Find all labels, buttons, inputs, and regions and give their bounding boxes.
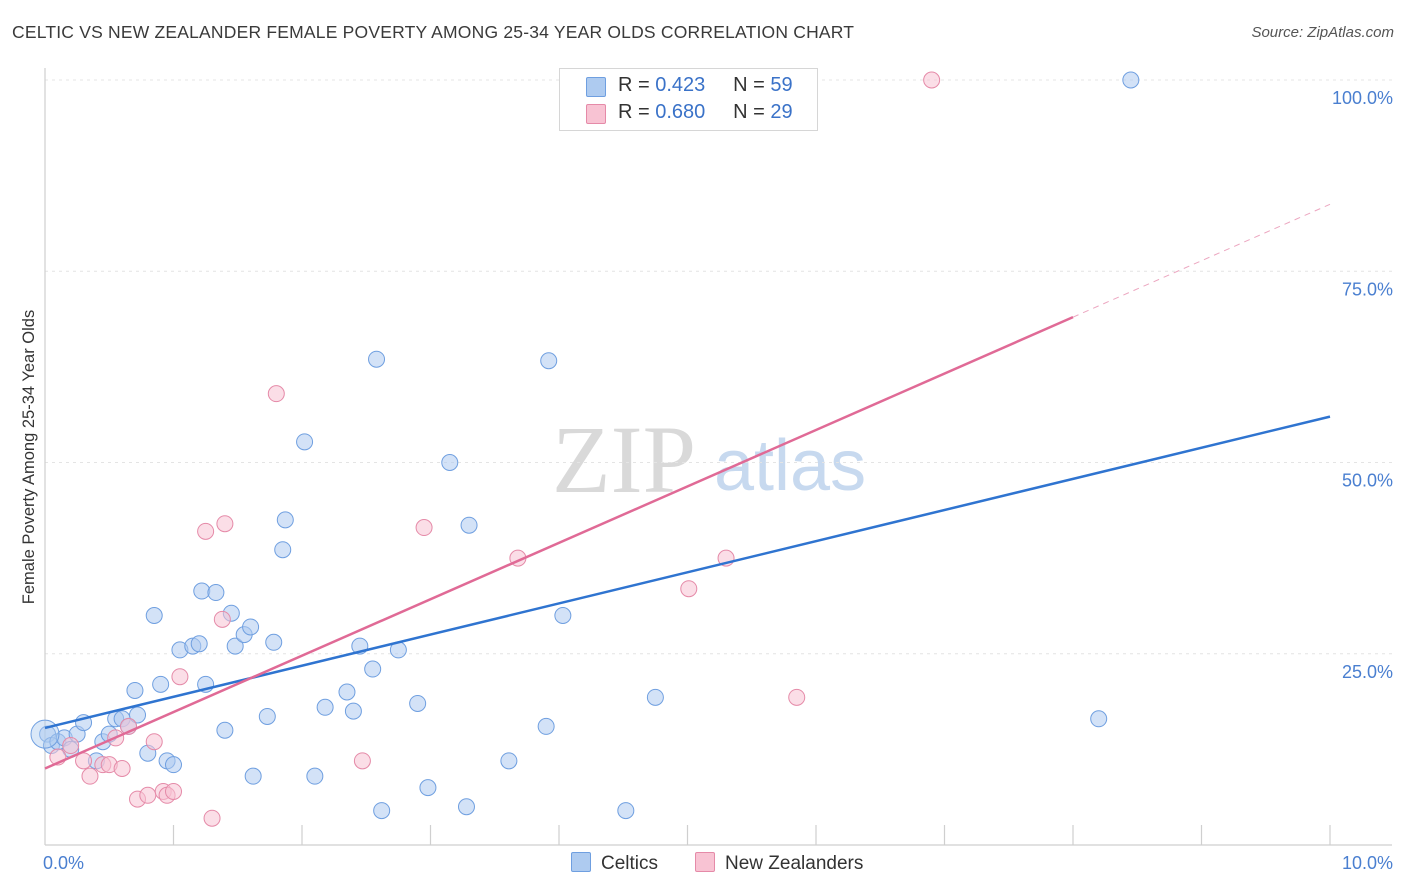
series-legend-celtics: Celtics [571, 852, 658, 875]
point-celtics [460, 516, 478, 534]
point-celtics [409, 694, 427, 712]
point-cluster-celtics [30, 719, 60, 749]
point-new-zealanders [788, 688, 806, 706]
point-new-zealanders [216, 515, 234, 533]
point-celtics [145, 607, 163, 624]
y-tick-label: 100.0% [1332, 88, 1393, 108]
point-celtics [338, 683, 356, 701]
point-celtics [129, 706, 147, 724]
legend-swatch-celtics [586, 77, 606, 97]
point-celtics [296, 433, 314, 451]
series-label-new-zealanders: New Zealanders [725, 853, 864, 874]
point-new-zealanders [171, 668, 189, 686]
series-swatch-new-zealanders [695, 852, 715, 872]
point-celtics [419, 779, 437, 797]
point-new-zealanders [203, 809, 221, 827]
point-new-zealanders [165, 782, 182, 800]
point-celtics [165, 756, 182, 774]
axes [44, 68, 1392, 846]
point-celtics [344, 702, 362, 720]
point-celtics [457, 798, 475, 816]
trendline-extension-new-zealanders [1072, 203, 1331, 318]
legend-swatch-new-zealanders [586, 104, 606, 124]
x-tick-label: 10.0% [1342, 853, 1393, 873]
point-celtics [244, 767, 262, 785]
y-tick-labels: 25.0% 50.0% 75.0% 100.0% [1332, 88, 1393, 682]
source-label: Source: ZipAtlas.com [1251, 24, 1394, 41]
watermark-atlas: atlas [714, 426, 866, 506]
series-legend-new-zealanders: New Zealanders [695, 852, 863, 875]
point-celtics [242, 618, 260, 636]
point-celtics [316, 698, 334, 716]
trendline-celtics [44, 415, 1331, 730]
legend-n-label: N = [733, 101, 765, 123]
point-celtics [226, 637, 244, 655]
point-celtics [306, 767, 324, 785]
point-celtics [537, 717, 555, 735]
y-tick-label: 25.0% [1342, 662, 1393, 682]
point-new-zealanders [81, 767, 99, 785]
point-new-zealanders [197, 522, 215, 540]
legend-r-value: 0.423 [655, 74, 706, 96]
point-celtics [500, 752, 518, 770]
watermark-zip: ZIP [552, 406, 696, 513]
point-celtics [126, 681, 144, 699]
point-celtics [1090, 710, 1108, 728]
point-celtics [193, 582, 211, 600]
point-new-zealanders [213, 610, 231, 628]
x-tick-label: 0.0% [43, 853, 84, 873]
point-celtics [373, 802, 391, 820]
legend-r-label: R = [618, 74, 650, 96]
point-new-zealanders [267, 385, 285, 403]
point-new-zealanders [680, 580, 698, 598]
point-new-zealanders [353, 752, 371, 770]
series-swatch-celtics [571, 852, 591, 872]
legend-text-new-zealanders: R = 0.680 N = 29 [618, 101, 793, 124]
point-celtics [540, 352, 558, 370]
data-points [30, 71, 1140, 827]
watermark: ZIP atlas [552, 406, 866, 513]
point-celtics [216, 721, 234, 739]
x-tick-labels: 0.0% 10.0% [43, 853, 1393, 873]
point-new-zealanders [923, 71, 941, 89]
point-new-zealanders [145, 733, 163, 751]
chart-title: CELTIC VS NEW ZEALANDER FEMALE POVERTY A… [12, 22, 855, 42]
point-new-zealanders [113, 760, 131, 777]
gridlines [45, 79, 1392, 655]
point-celtics [152, 675, 170, 693]
point-celtics [207, 584, 225, 602]
y-tick-label: 50.0% [1342, 471, 1393, 491]
point-celtics [265, 633, 283, 651]
correlation-legend: R = 0.423 N = 59 R = 0.680 N = 29 [559, 68, 818, 131]
point-celtics [617, 802, 635, 820]
y-tick-label: 75.0% [1342, 279, 1393, 299]
point-celtics [274, 541, 292, 559]
legend-n-value: 59 [770, 74, 793, 96]
legend-n-value: 29 [770, 101, 793, 123]
trendline-new-zealanders [44, 316, 1074, 770]
point-new-zealanders [139, 786, 157, 804]
point-celtics [554, 607, 572, 624]
point-celtics [190, 635, 208, 653]
legend-r-label: R = [618, 101, 650, 123]
point-celtics [368, 350, 386, 368]
point-new-zealanders [62, 737, 80, 755]
y-axis-label: Female Poverty Among 25-34 Year Olds [20, 310, 38, 604]
legend-r-value: 0.680 [655, 101, 706, 123]
point-celtics [276, 511, 294, 529]
point-new-zealanders [415, 519, 433, 537]
point-celtics [364, 660, 382, 678]
point-celtics [258, 707, 276, 725]
point-celtics [1122, 71, 1140, 89]
series-label-celtics: Celtics [601, 853, 659, 874]
legend-text-celtics: R = 0.423 N = 59 [618, 74, 793, 97]
trend-lines [44, 203, 1331, 770]
legend-n-label: N = [733, 74, 765, 96]
point-celtics [441, 454, 459, 471]
point-celtics [646, 688, 664, 706]
